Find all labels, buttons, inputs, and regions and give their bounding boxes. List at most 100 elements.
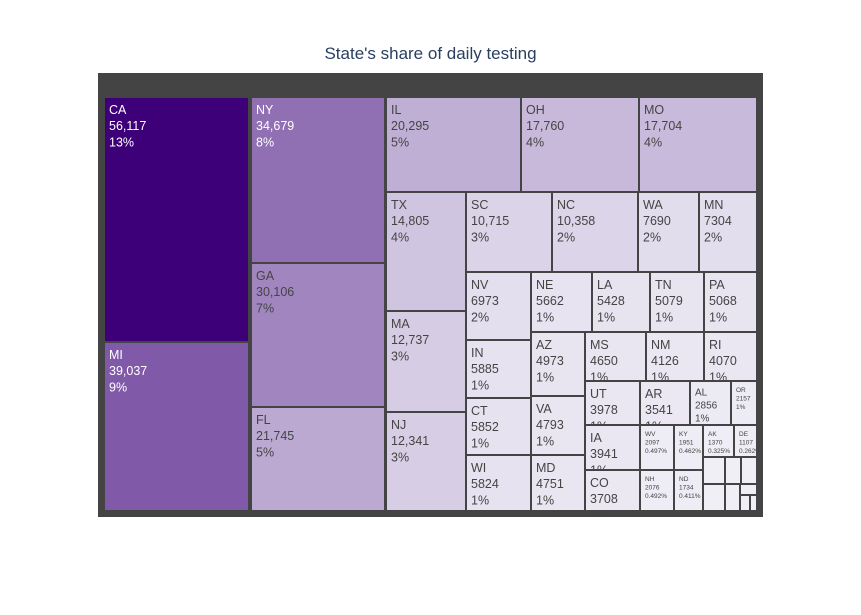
tile-label: AR <box>645 387 662 401</box>
tile-label: WV <box>645 431 656 438</box>
tile-value: 14,805 <box>391 214 429 228</box>
tile-il[interactable]: IL 20,295 5% <box>387 98 520 191</box>
tile-ma[interactable]: MA 12,737 3% <box>387 312 465 411</box>
tile-label: PA <box>709 278 725 292</box>
tile-percent: 1% <box>709 370 727 384</box>
tile-label: UT <box>590 387 607 401</box>
tile-nc[interactable]: NC 10,358 2% <box>553 193 637 271</box>
tile-rect <box>467 273 530 339</box>
tile-wi[interactable]: WI 5824 1% <box>467 456 530 510</box>
tile-small[interactable] <box>704 485 724 510</box>
tile-label: CT <box>471 404 488 418</box>
tile-pa[interactable]: PA 5068 1% <box>705 273 756 331</box>
tile-rect <box>467 341 530 397</box>
tile-small[interactable] <box>741 496 749 510</box>
tile-label: CA <box>109 103 127 117</box>
tile-value: 1951 <box>679 440 694 447</box>
tile-rect <box>691 382 730 424</box>
tile-label: AL <box>695 388 708 399</box>
tile-rect <box>467 193 551 271</box>
tile-ga[interactable]: GA 30,106 7% <box>252 264 384 406</box>
tile-in[interactable]: IN 5885 1% <box>467 341 530 397</box>
tile-percent: 0.325% <box>708 448 730 455</box>
tile-la[interactable]: LA 5428 1% <box>593 273 649 331</box>
tile-value: 3708 <box>590 492 618 506</box>
tile-percent: 0.497% <box>645 448 667 455</box>
tile-ms[interactable]: MS 4650 1% <box>586 333 645 384</box>
tile-rect <box>467 399 530 454</box>
tile-small[interactable] <box>751 496 756 510</box>
tile-value: 21,745 <box>256 429 294 443</box>
tile-rect <box>593 273 649 331</box>
tile-label: VA <box>536 402 552 416</box>
tile-percent: 2% <box>471 310 489 324</box>
tile-label: NV <box>471 278 489 292</box>
tile-wa[interactable]: WA 7690 2% <box>639 193 698 271</box>
tile-mo[interactable]: MO 17,704 4% <box>640 98 756 191</box>
tile-percent: 1% <box>655 310 673 324</box>
tile-label: ND <box>679 476 689 483</box>
tile-value: 5824 <box>471 477 499 491</box>
tile-fl[interactable]: FL 21,745 5% <box>252 408 384 510</box>
tile-percent: 1% <box>590 370 608 384</box>
tile-tn[interactable]: TN 5079 1% <box>651 273 703 331</box>
tile-percent: 13% <box>109 135 134 149</box>
tile-value: 5068 <box>709 294 737 308</box>
tile-md[interactable]: MD 4751 1% <box>532 456 584 510</box>
tile-nj[interactable]: NJ 12,341 3% <box>387 413 465 510</box>
tile-ca[interactable]: CA 56,117 13% <box>105 98 248 341</box>
tile-al[interactable]: AL 2856 1% <box>691 382 730 425</box>
tile-value: 5852 <box>471 420 499 434</box>
treemap-root-header <box>98 73 763 95</box>
tile-small[interactable] <box>726 485 739 510</box>
tile-percent: 0.492% <box>645 493 667 500</box>
tile-co[interactable]: CO 3708 1% <box>586 471 639 517</box>
tile-ct[interactable]: CT 5852 1% <box>467 399 530 454</box>
tile-value: 4070 <box>709 354 737 368</box>
tile-label: RI <box>709 338 722 352</box>
tile-value: 7690 <box>643 214 671 228</box>
tile-percent: 1% <box>536 370 554 384</box>
tile-value: 2856 <box>695 401 718 412</box>
tile-ri[interactable]: RI 4070 1% <box>705 333 756 384</box>
treemap-chart: CA 56,117 13% MI 39,037 9% NY 34,679 8% GA 30,106 7… <box>98 73 763 517</box>
tile-small[interactable] <box>726 458 740 483</box>
tile-rect <box>639 193 698 271</box>
tile-percent: 1% <box>695 414 710 425</box>
tile-nm[interactable]: NM 4126 1% <box>647 333 703 384</box>
tile-az[interactable]: AZ 4973 1% <box>532 333 584 395</box>
tile-rect <box>586 382 639 424</box>
tile-value: 12,737 <box>391 333 429 347</box>
tile-value: 20,295 <box>391 119 429 133</box>
tile-rect <box>586 333 645 380</box>
tile-mi[interactable]: MI 39,037 9% <box>105 343 248 510</box>
tile-value: 39,037 <box>109 364 147 378</box>
tile-label: NM <box>651 338 670 352</box>
tile-oh[interactable]: OH 17,760 4% <box>522 98 638 191</box>
tile-value: 4793 <box>536 418 564 432</box>
tile-tx[interactable]: TX 14,805 4% <box>387 193 465 310</box>
tile-rect <box>675 471 702 510</box>
tile-value: 4126 <box>651 354 679 368</box>
tile-ne[interactable]: NE 5662 1% <box>532 273 591 331</box>
tile-sc[interactable]: SC 10,715 3% <box>467 193 551 271</box>
tile-va[interactable]: VA 4793 1% <box>532 397 584 454</box>
tile-percent: 4% <box>644 135 662 149</box>
tile-small[interactable] <box>704 458 724 483</box>
tile-rect <box>647 333 703 380</box>
tile-rect <box>586 426 639 469</box>
tile-small[interactable] <box>742 458 756 483</box>
tile-nv[interactable]: NV 6973 2% <box>467 273 530 339</box>
tile-small[interactable] <box>741 485 756 494</box>
tile-percent: 4% <box>526 135 544 149</box>
tile-ny[interactable]: NY 34,679 8% <box>252 98 384 262</box>
tile-mn[interactable]: MN 7304 2% <box>700 193 756 271</box>
